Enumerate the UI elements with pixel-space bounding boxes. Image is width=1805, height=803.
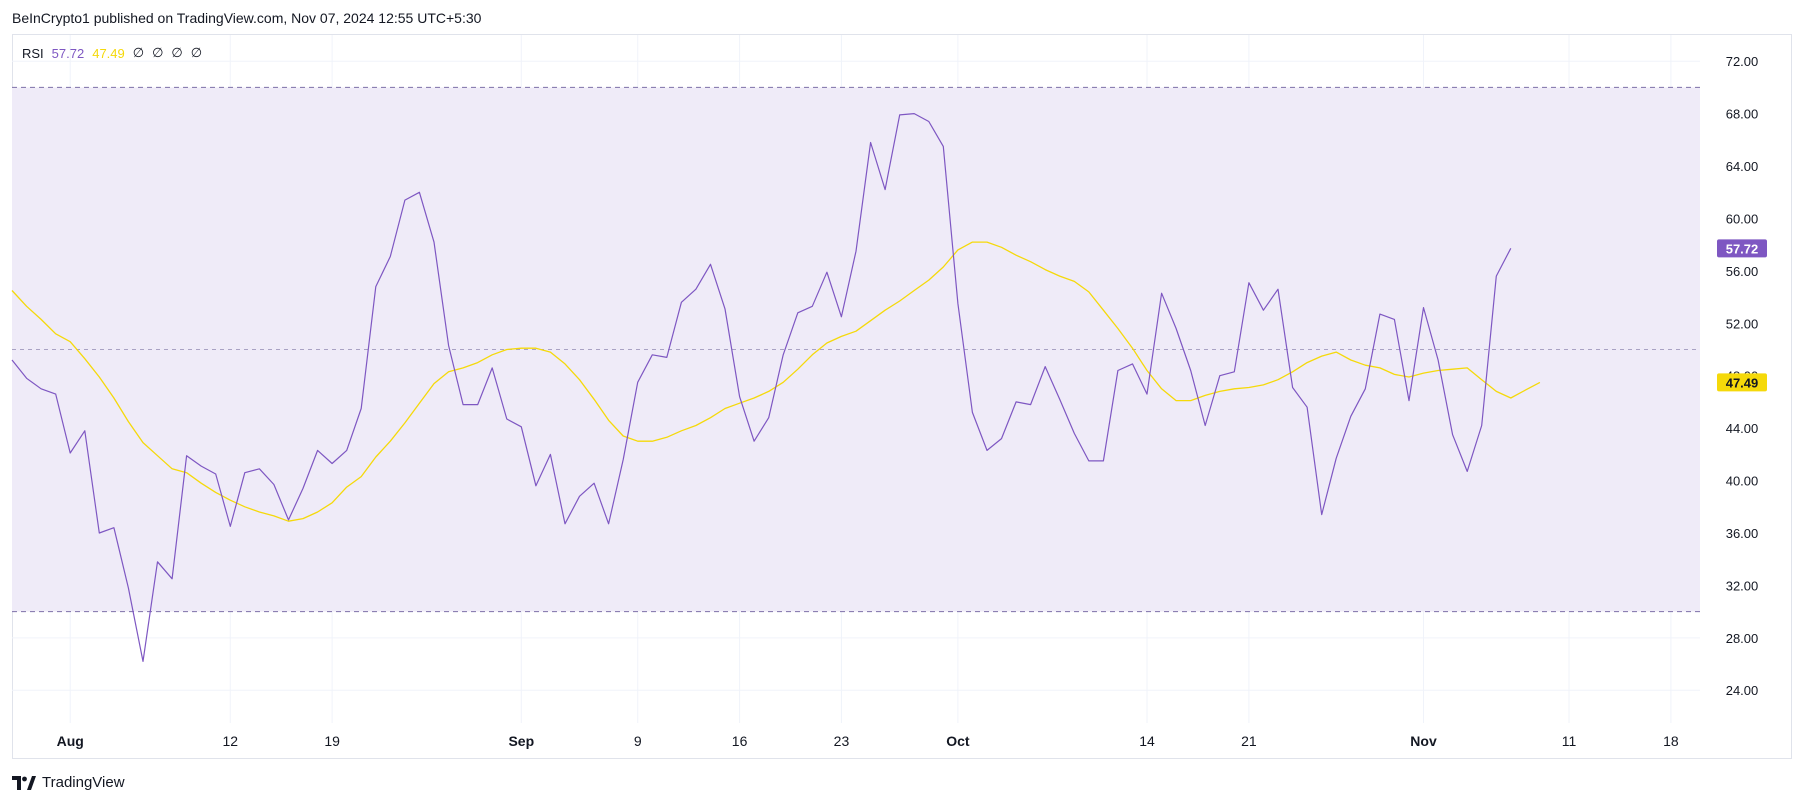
legend-ma-value: 47.49 (92, 45, 125, 61)
x-tick-label: 19 (324, 733, 340, 749)
axes: 24.0028.0032.0036.0040.0044.0048.0052.00… (57, 54, 1767, 749)
legend-empty-value: ∅ (132, 45, 145, 60)
x-tick-label: Aug (57, 733, 84, 749)
x-tick-label: 12 (222, 733, 238, 749)
series (11, 112, 1541, 663)
tradingview-logo-icon (12, 775, 36, 790)
brand-name: TradingView (42, 774, 125, 791)
y-tick-label: 72.00 (1726, 54, 1759, 69)
y-tick-label: 24.00 (1726, 683, 1759, 698)
y-tick-label: 56.00 (1726, 264, 1759, 279)
legend-empty-value: ∅ (190, 45, 203, 60)
tradingview-brand[interactable]: TradingView (12, 774, 125, 791)
value-label-text: 57.72 (1726, 241, 1759, 256)
rsi-line (11, 112, 1512, 663)
x-tick-label: 18 (1663, 733, 1679, 749)
rsi-last-value-label: 57.72 (1717, 239, 1767, 258)
x-tick-label: 23 (834, 733, 850, 749)
y-tick-label: 44.00 (1726, 421, 1759, 436)
rsi-band (12, 86, 1700, 613)
chart-legend: RSI 57.72 47.49 ∅ ∅ ∅ ∅ (22, 45, 202, 61)
y-tick-label: 36.00 (1726, 526, 1759, 541)
legend-empty-value: ∅ (171, 45, 183, 60)
x-tick-label: 21 (1241, 733, 1257, 749)
value-label-bg (1717, 373, 1767, 392)
value-label-text: 47.49 (1726, 375, 1759, 390)
y-tick-label: 52.00 (1726, 316, 1759, 331)
x-tick-label: 9 (634, 733, 642, 749)
y-tick-label: 64.00 (1726, 159, 1759, 174)
legend-empty-value: ∅ (152, 45, 164, 60)
x-tick-label: 16 (732, 733, 748, 749)
x-tick-label: Sep (508, 733, 534, 749)
y-tick-label: 32.00 (1726, 578, 1759, 593)
x-tick-label: Oct (946, 733, 970, 749)
x-tick-label: 14 (1139, 733, 1155, 749)
value-label-bg (1717, 239, 1767, 258)
legend-indicator-name[interactable]: RSI (22, 45, 44, 61)
x-tick-label: 11 (1562, 733, 1577, 749)
y-tick-label: 68.00 (1726, 107, 1759, 122)
y-tick-label: 60.00 (1726, 211, 1759, 226)
y-tick-label: 28.00 (1726, 631, 1759, 646)
x-tick-label: Nov (1410, 733, 1437, 749)
ma-last-value-label: 47.49 (1717, 373, 1767, 392)
y-tick-label: 40.00 (1726, 474, 1759, 489)
legend-rsi-value: 57.72 (51, 45, 85, 61)
publisher-line: BeInCrypto1 published on TradingView.com… (12, 10, 482, 26)
